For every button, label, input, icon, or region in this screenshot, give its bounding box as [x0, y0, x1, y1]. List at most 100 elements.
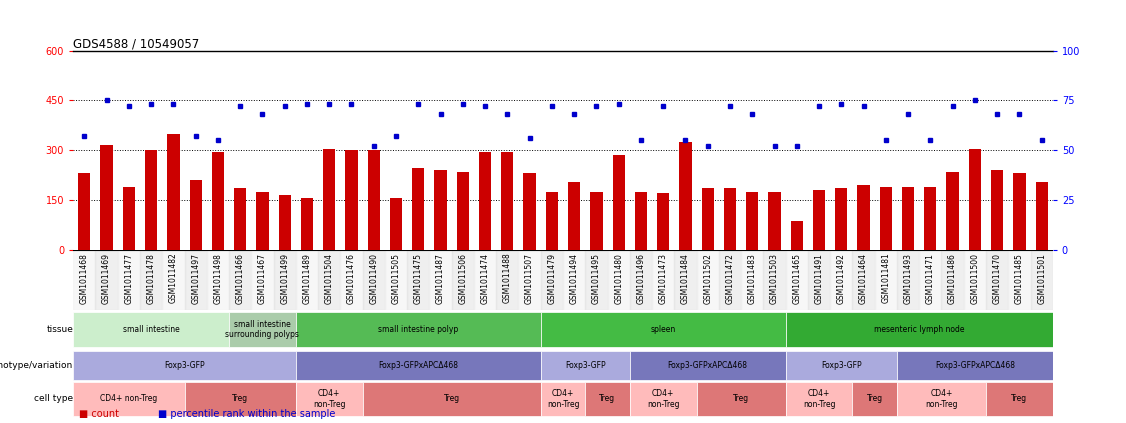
- Bar: [189, 180, 202, 250]
- Bar: [586, 250, 608, 310]
- Bar: [319, 250, 340, 310]
- Text: GSM1011479: GSM1011479: [547, 253, 556, 304]
- Text: Foxp3-GFP: Foxp3-GFP: [164, 361, 205, 370]
- Bar: [786, 250, 808, 310]
- Text: GSM1011497: GSM1011497: [191, 253, 200, 304]
- Text: small intestine: small intestine: [123, 325, 179, 334]
- Text: tissue: tissue: [46, 325, 73, 334]
- Text: GSM1011464: GSM1011464: [859, 253, 868, 304]
- Bar: [768, 192, 780, 250]
- FancyBboxPatch shape: [540, 351, 629, 379]
- Bar: [852, 250, 875, 310]
- FancyBboxPatch shape: [540, 382, 586, 416]
- Text: GSM1011472: GSM1011472: [725, 253, 734, 304]
- Bar: [390, 198, 402, 250]
- Text: GSM1011481: GSM1011481: [882, 253, 891, 303]
- Bar: [590, 192, 602, 250]
- Text: GSM1011495: GSM1011495: [592, 253, 601, 304]
- Bar: [162, 250, 185, 310]
- Bar: [474, 250, 497, 310]
- Text: GSM1011469: GSM1011469: [102, 253, 111, 304]
- Bar: [879, 187, 892, 250]
- Bar: [924, 187, 937, 250]
- Bar: [964, 250, 986, 310]
- FancyBboxPatch shape: [363, 382, 540, 416]
- Text: GSM1011491: GSM1011491: [814, 253, 823, 304]
- Text: GSM1011468: GSM1011468: [80, 253, 89, 304]
- Bar: [902, 187, 914, 250]
- Text: genotype/variation: genotype/variation: [0, 361, 73, 370]
- Text: Treg: Treg: [599, 394, 616, 404]
- FancyBboxPatch shape: [73, 312, 229, 347]
- FancyBboxPatch shape: [897, 351, 1053, 379]
- Text: spleen: spleen: [651, 325, 676, 334]
- FancyBboxPatch shape: [697, 382, 786, 416]
- Text: GSM1011486: GSM1011486: [948, 253, 957, 304]
- Bar: [363, 250, 385, 310]
- Bar: [546, 192, 558, 250]
- Text: GSM1011477: GSM1011477: [124, 253, 133, 304]
- Bar: [991, 170, 1003, 250]
- Bar: [986, 250, 1008, 310]
- Text: GSM1011500: GSM1011500: [971, 253, 980, 304]
- FancyBboxPatch shape: [629, 382, 697, 416]
- Bar: [229, 250, 251, 310]
- Text: GSM1011501: GSM1011501: [1037, 253, 1046, 304]
- Bar: [479, 152, 491, 250]
- FancyBboxPatch shape: [73, 382, 185, 416]
- Text: GSM1011467: GSM1011467: [258, 253, 267, 304]
- Text: Foxp3-GFP: Foxp3-GFP: [565, 361, 606, 370]
- Bar: [763, 250, 786, 310]
- Text: GSM1011493: GSM1011493: [903, 253, 912, 304]
- FancyBboxPatch shape: [786, 312, 1053, 347]
- Text: GSM1011490: GSM1011490: [369, 253, 378, 304]
- Bar: [452, 250, 474, 310]
- Bar: [1013, 173, 1026, 250]
- Bar: [830, 250, 852, 310]
- Bar: [251, 250, 274, 310]
- Bar: [501, 152, 513, 250]
- Bar: [96, 250, 118, 310]
- FancyBboxPatch shape: [296, 312, 540, 347]
- Text: GSM1011482: GSM1011482: [169, 253, 178, 303]
- Bar: [608, 250, 629, 310]
- Text: GSM1011492: GSM1011492: [837, 253, 846, 304]
- FancyBboxPatch shape: [296, 351, 540, 379]
- FancyBboxPatch shape: [73, 351, 296, 379]
- Text: Treg: Treg: [867, 394, 883, 404]
- Bar: [701, 188, 714, 250]
- Text: GSM1011496: GSM1011496: [636, 253, 645, 304]
- Text: GSM1011498: GSM1011498: [214, 253, 223, 304]
- Text: GSM1011506: GSM1011506: [458, 253, 467, 304]
- Bar: [941, 250, 964, 310]
- Bar: [234, 188, 247, 250]
- Bar: [429, 250, 452, 310]
- Bar: [367, 150, 379, 250]
- Text: CD4+
non-Treg: CD4+ non-Treg: [926, 389, 958, 409]
- Text: Foxp3-GFPxAPCΔ468: Foxp3-GFPxAPCΔ468: [668, 361, 748, 370]
- Bar: [140, 250, 162, 310]
- Bar: [212, 152, 224, 250]
- Text: GSM1011507: GSM1011507: [525, 253, 534, 304]
- Bar: [835, 188, 848, 250]
- Bar: [408, 250, 429, 310]
- Bar: [346, 150, 358, 250]
- Bar: [540, 250, 563, 310]
- Text: GSM1011503: GSM1011503: [770, 253, 779, 304]
- Bar: [518, 250, 540, 310]
- Bar: [385, 250, 408, 310]
- Bar: [497, 250, 518, 310]
- Text: ■ count: ■ count: [79, 409, 119, 419]
- Bar: [301, 198, 313, 250]
- Bar: [947, 172, 958, 250]
- Bar: [813, 190, 825, 250]
- Text: cell type: cell type: [34, 394, 73, 404]
- Bar: [323, 148, 336, 250]
- Text: Treg: Treg: [232, 394, 248, 404]
- FancyBboxPatch shape: [897, 382, 986, 416]
- Text: CD4+
non-Treg: CD4+ non-Treg: [803, 389, 835, 409]
- Bar: [524, 173, 536, 250]
- FancyBboxPatch shape: [786, 351, 897, 379]
- Bar: [185, 250, 207, 310]
- Text: Treg: Treg: [444, 394, 459, 404]
